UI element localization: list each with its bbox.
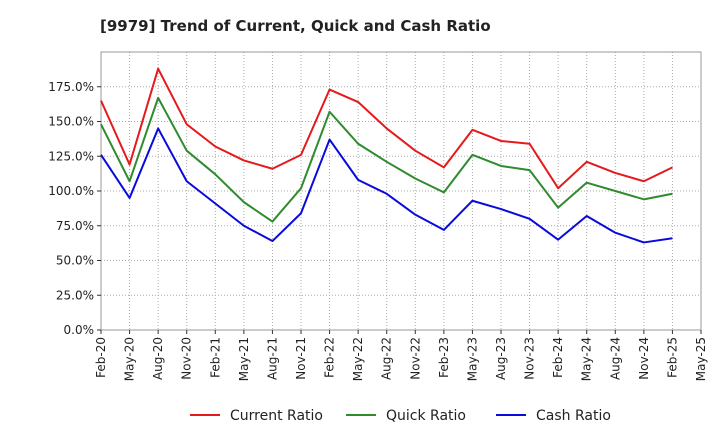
x-axis: Feb-20 May-20 Aug-20 Nov-20 Feb-21 May-21 Aug-… bbox=[94, 330, 708, 381]
y-tick-label: 0.0% bbox=[64, 323, 95, 337]
legend-label: Current Ratio bbox=[230, 408, 323, 424]
x-tick-label: May-24 bbox=[580, 337, 594, 381]
y-tick-label: 75.0% bbox=[56, 219, 94, 233]
x-tick-label: Nov-22 bbox=[408, 337, 422, 380]
y-axis: 0.0% 25.0% 50.0% 75.0% 100.0% 125.0% 150.0% 175… bbox=[48, 80, 101, 337]
x-tick-label: May-21 bbox=[237, 337, 251, 381]
x-tick-label: Aug-20 bbox=[151, 337, 165, 380]
x-tick-label: Nov-21 bbox=[294, 337, 308, 380]
y-tick-label: 175.0% bbox=[48, 80, 94, 94]
y-tick-label: 100.0% bbox=[48, 184, 94, 198]
x-tick-label: Aug-23 bbox=[494, 337, 508, 380]
y-tick-label: 50.0% bbox=[56, 254, 94, 268]
x-tick-label: Nov-23 bbox=[523, 337, 537, 380]
legend: Current Ratio Quick Ratio Cash Ratio bbox=[190, 408, 611, 424]
x-tick-label: Feb-22 bbox=[323, 337, 337, 378]
x-tick-label: Aug-21 bbox=[265, 337, 279, 380]
series-line-quick-ratio bbox=[100, 96, 673, 223]
y-tick-label: 150.0% bbox=[48, 115, 94, 129]
x-tick-label: Feb-20 bbox=[94, 337, 108, 378]
series-line-current-ratio bbox=[100, 67, 673, 190]
x-tick-label: May-20 bbox=[123, 337, 137, 381]
y-tick-label: 25.0% bbox=[56, 288, 94, 302]
x-tick-label: Feb-25 bbox=[665, 337, 679, 378]
x-tick-label: Nov-24 bbox=[637, 337, 651, 380]
x-tick-label: Nov-20 bbox=[180, 337, 194, 380]
x-tick-label: Feb-21 bbox=[208, 337, 222, 378]
x-tick-label: Feb-24 bbox=[551, 337, 565, 378]
chart-title: [9979] Trend of Current, Quick and Cash … bbox=[100, 17, 491, 35]
x-tick-label: Aug-24 bbox=[608, 337, 622, 380]
legend-label: Quick Ratio bbox=[386, 408, 466, 424]
x-tick-label: May-25 bbox=[694, 337, 708, 381]
series-group bbox=[100, 67, 673, 244]
legend-label: Cash Ratio bbox=[536, 408, 611, 424]
x-tick-label: Feb-23 bbox=[437, 337, 451, 378]
x-tick-label: May-22 bbox=[351, 337, 365, 381]
y-tick-label: 125.0% bbox=[48, 149, 94, 163]
series-line-cash-ratio bbox=[100, 127, 673, 244]
x-tick-label: Aug-22 bbox=[380, 337, 394, 380]
grid bbox=[101, 52, 701, 330]
x-tick-label: May-23 bbox=[465, 337, 479, 381]
